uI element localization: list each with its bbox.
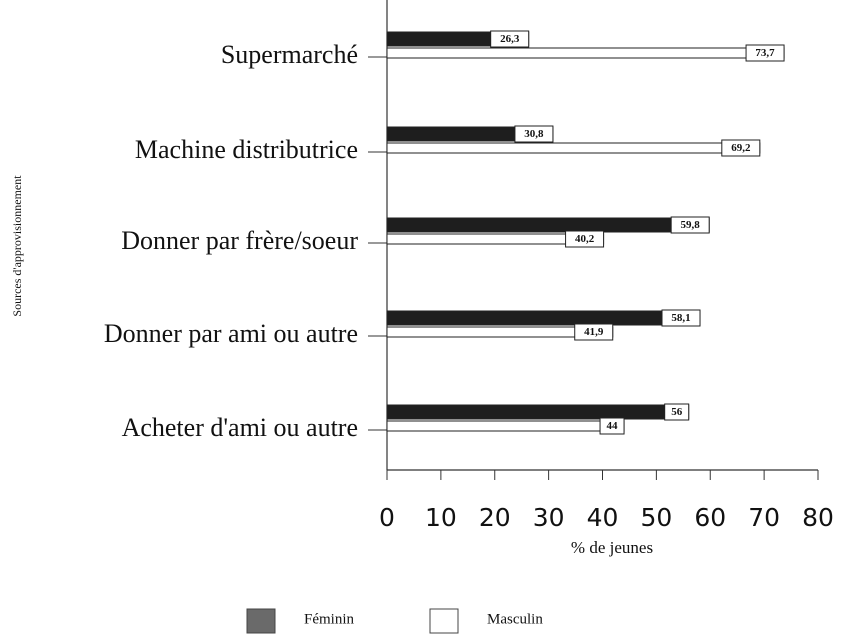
- x-tick-label: 0: [379, 503, 395, 532]
- value-label-box: [670, 216, 710, 234]
- legend-label: Masculin: [487, 611, 543, 627]
- value-label-box: [721, 139, 761, 157]
- value-label: 40,2: [575, 233, 595, 245]
- category-label: Machine distributrice: [135, 135, 358, 164]
- legend-swatch: [429, 608, 459, 634]
- legend-swatch: [246, 608, 276, 634]
- y-axis-label: Sources d'approvisionnement: [10, 175, 24, 317]
- value-label: 41,9: [584, 326, 604, 338]
- bar: [386, 310, 701, 326]
- category-label: Supermarché: [221, 40, 358, 69]
- x-tick-label: 70: [748, 503, 780, 532]
- value-label: 58,1: [671, 312, 690, 324]
- category-label: Donner par ami ou autre: [104, 319, 358, 348]
- value-label-box: [664, 403, 690, 421]
- value-label-box: [565, 230, 605, 248]
- value-label: 73,7: [755, 47, 775, 59]
- x-axis-label: % de jeunes: [571, 538, 653, 557]
- bar: [386, 217, 710, 233]
- value-label-box: [514, 125, 554, 143]
- value-label: 26,3: [500, 33, 520, 45]
- x-tick-label: 10: [425, 503, 457, 532]
- x-tick-label: 50: [640, 503, 672, 532]
- value-label: 44: [607, 420, 619, 432]
- bar: [386, 404, 690, 420]
- bar: [386, 142, 761, 154]
- x-tick-label: 40: [587, 503, 619, 532]
- bar: [386, 47, 785, 59]
- value-label-box: [490, 30, 530, 48]
- x-tick-label: 30: [533, 503, 565, 532]
- category-label: Acheter d'ami ou autre: [122, 413, 358, 442]
- value-label-box: [661, 309, 701, 327]
- x-tick-label: 60: [694, 503, 726, 532]
- bar: [386, 420, 625, 432]
- value-label-box: [745, 44, 785, 62]
- x-tick-label: 20: [479, 503, 511, 532]
- value-label: 69,2: [731, 142, 751, 154]
- value-label: 59,8: [681, 219, 701, 231]
- legend-label: Féminin: [304, 611, 355, 627]
- value-label-box: [599, 417, 625, 435]
- x-tick-label: 80: [802, 503, 834, 532]
- category-label: Donner par frère/soeur: [121, 226, 358, 255]
- value-label-box: [574, 323, 614, 341]
- value-label: 56: [671, 406, 683, 418]
- value-label: 30,8: [524, 128, 544, 140]
